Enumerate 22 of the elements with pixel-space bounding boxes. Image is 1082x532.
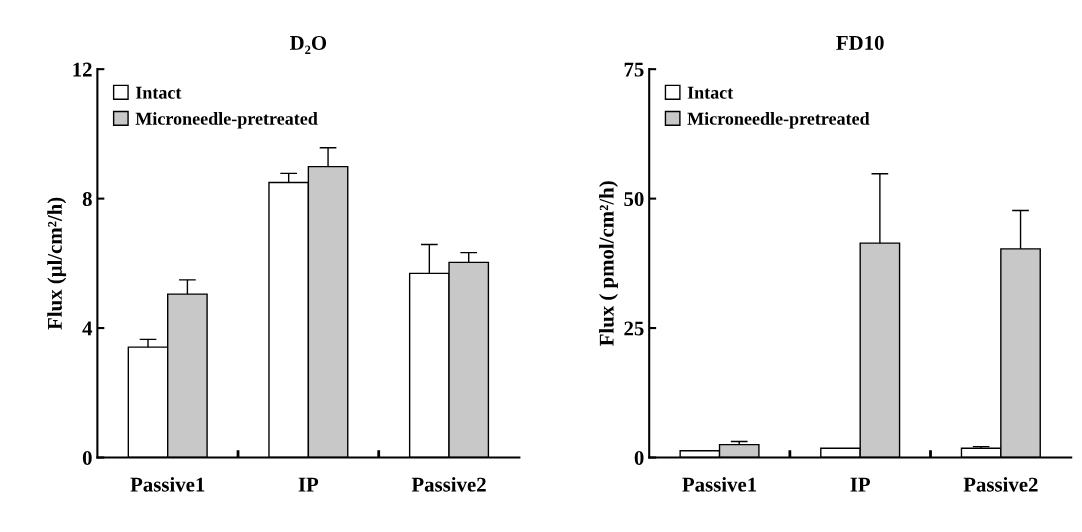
x-tick-label: Passive1 [130, 476, 205, 492]
y-tick-label: 75 [624, 62, 644, 77]
x-tick-label: IP [850, 477, 871, 492]
y-tick-label: 8 [82, 191, 92, 207]
legend-label: Microneedle-pretreated [687, 112, 870, 129]
y-tick-label: 25 [624, 321, 644, 336]
y-tick-label: 0 [634, 450, 644, 465]
y-axis-title: Flux (μl/cm²/h) [47, 197, 67, 330]
legend-label: Intact [687, 86, 734, 99]
x-tick-label: Passive2 [963, 476, 1038, 492]
x-tick-label: Passive1 [682, 476, 757, 492]
chart-title: D₂O [289, 35, 327, 54]
x-tick-label: Passive2 [411, 476, 486, 492]
y-tick-label: 12 [73, 62, 92, 77]
legend-label: Intact [135, 86, 182, 99]
y-axis-title: Flux ( pmol/cm²/h) [599, 181, 618, 346]
legend-label: Microneedle-pretreated [135, 112, 318, 129]
x-tick-label: IP [298, 477, 319, 492]
y-tick-label: 4 [82, 321, 93, 336]
y-tick-label: 0 [82, 450, 92, 465]
y-tick-label: 50 [624, 191, 644, 207]
chart-title: FD10 [836, 35, 884, 50]
